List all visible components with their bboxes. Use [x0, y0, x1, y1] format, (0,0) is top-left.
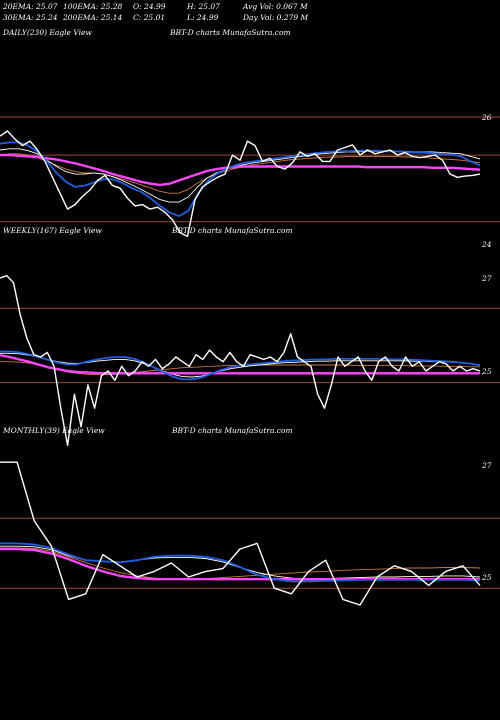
monthly-tick-label: 27 [481, 461, 492, 470]
daily-panel: 26 24 [0, 113, 500, 249]
daily-ema-short-line [0, 141, 481, 218]
weekly-tick-label: 25 [481, 367, 492, 376]
weekly-panel-label: WEEKLY(167) Eagle View [3, 226, 102, 235]
monthly-ema-mid-line [0, 545, 481, 580]
open-stat: O: 24.99 [133, 2, 166, 11]
low-stat: L: 24.99 [187, 13, 219, 22]
weekly-panel: 27 25 [0, 274, 500, 447]
monthly-tick-label: 25 [481, 573, 492, 582]
monthly-panel-label: MONTHLY(39) Eagle View [3, 426, 105, 435]
daily-panel-source: BBT-D charts MunafaSutra.com [170, 28, 291, 37]
weekly-tick-label: 27 [481, 274, 492, 283]
ema100-stat: 100EMA: 25.28 [63, 2, 123, 11]
monthly-ema-short-line [0, 542, 481, 583]
weekly-price-line [0, 275, 481, 447]
ema20-stat: 20EMA: 25.07 [3, 2, 58, 11]
monthly-ema-longest-line [0, 547, 480, 581]
daily-panel-label: DAILY(230) Eagle View [3, 28, 92, 37]
monthly-ema-long-line [0, 547, 481, 580]
monthly-panel-source: BBT-D charts MunafaSutra.com [172, 426, 293, 435]
weekly-ema-short-line [0, 350, 481, 381]
daily-price-line [0, 130, 481, 238]
daily-ema-longest-line [0, 153, 481, 187]
daily-tick-label: 24 [481, 240, 492, 249]
weekly-panel-source: BBT-D charts MunafaSutra.com [172, 226, 293, 235]
monthly-price-line [0, 461, 481, 606]
monthly-panel: 27 25 [0, 461, 500, 606]
close-stat: C: 25.01 [133, 13, 166, 22]
high-stat: H: 25.07 [187, 2, 220, 11]
weekly-ema-longest-line [0, 354, 480, 375]
ema30-stat: 30EMA: 25.24 [3, 13, 58, 22]
avg-volume-stat: Avg Vol: 0.067 M [243, 2, 308, 11]
day-volume-stat: Day Vol: 0.279 M [243, 13, 309, 22]
daily-tick-label: 26 [481, 113, 492, 122]
ema200-stat: 200EMA: 25.14 [63, 13, 123, 22]
